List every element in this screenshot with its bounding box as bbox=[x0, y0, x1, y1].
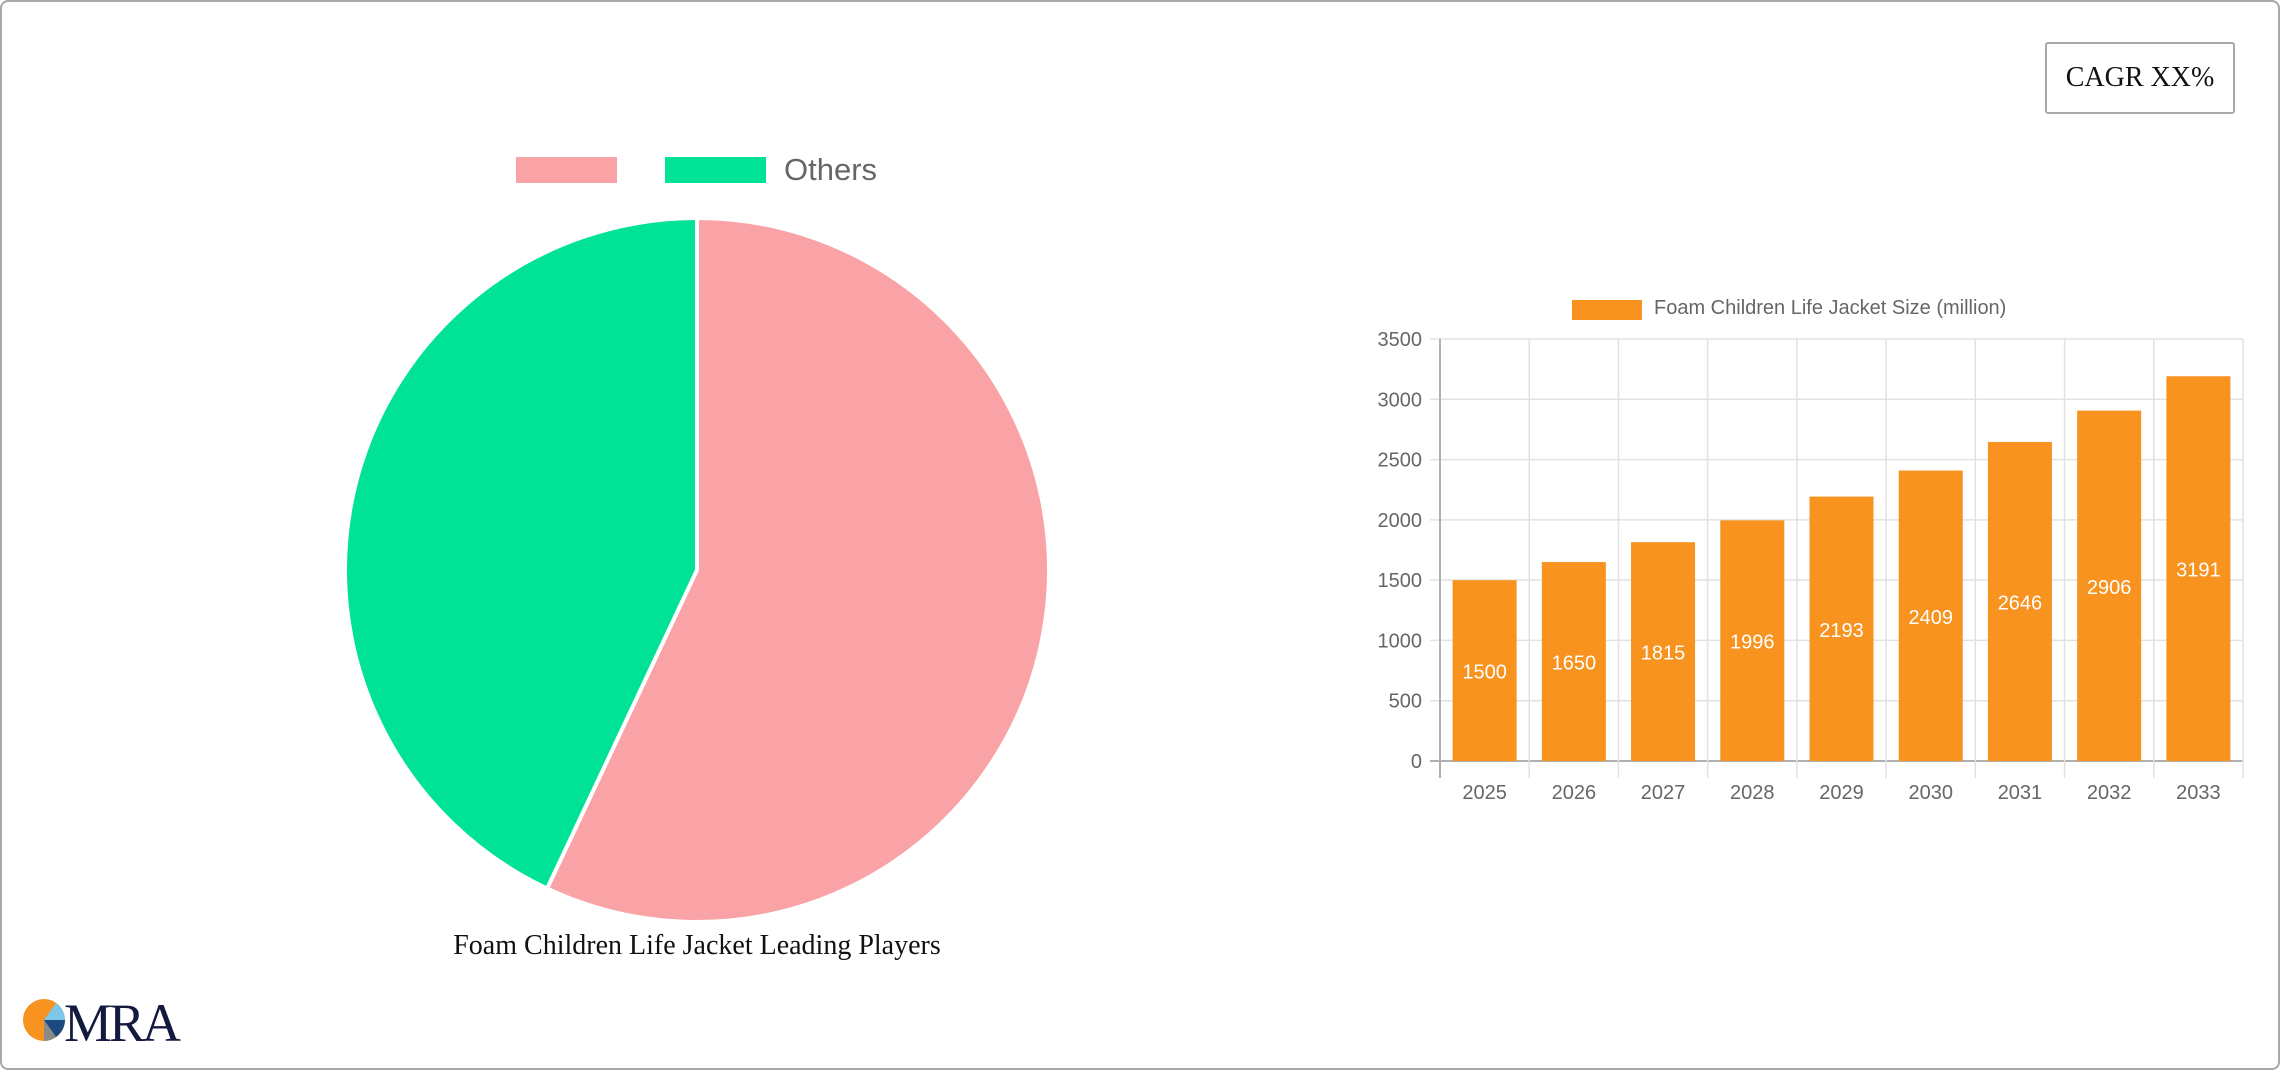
y-tick-label: 0 bbox=[1411, 751, 1422, 773]
pie-slice-others[interactable] bbox=[343, 215, 699, 892]
logo-text: MRA bbox=[64, 993, 181, 1053]
x-tick-label: 2026 bbox=[1552, 782, 1597, 804]
y-tick-label: 1500 bbox=[1378, 570, 1423, 592]
bar-value-label: 1996 bbox=[1730, 632, 1775, 654]
pie-title: Foam Children Life Jacket Leading Player… bbox=[453, 930, 941, 961]
y-tick-label: 1000 bbox=[1378, 630, 1423, 652]
x-tick-label: 2025 bbox=[1462, 782, 1507, 804]
cagr-label: CAGR XX% bbox=[2065, 62, 2215, 93]
pie-slice-player[interactable] bbox=[544, 215, 1051, 924]
bar-2030[interactable] bbox=[1898, 470, 1963, 761]
bar-2031[interactable] bbox=[1987, 441, 2052, 761]
x-tick-label: 2030 bbox=[1908, 782, 1953, 804]
legend-swatch-others[interactable] bbox=[665, 157, 766, 183]
y-tick-label: 2000 bbox=[1378, 510, 1423, 532]
bar-value-label: 2906 bbox=[2087, 577, 2132, 599]
bar-2032[interactable] bbox=[2077, 410, 2142, 761]
logo-pie-icon bbox=[23, 999, 65, 1041]
bar-value-label: 1650 bbox=[1552, 653, 1597, 675]
x-tick-label: 2029 bbox=[1819, 782, 1864, 804]
bar-2025[interactable] bbox=[1452, 580, 1517, 761]
bar-2029[interactable] bbox=[1809, 496, 1874, 761]
bar-value-label: 1500 bbox=[1462, 662, 1507, 684]
y-tick-label: 3000 bbox=[1378, 389, 1423, 411]
bar-value-label: 2409 bbox=[1908, 607, 1953, 629]
bar-2026[interactable] bbox=[1541, 562, 1606, 761]
bar-value-label: 2193 bbox=[1819, 620, 1864, 642]
x-tick-label: 2033 bbox=[2176, 782, 2221, 804]
y-tick-label: 500 bbox=[1389, 691, 1422, 713]
bar-2028[interactable] bbox=[1720, 520, 1785, 761]
bar-value-label: 2646 bbox=[1998, 592, 2043, 614]
bar-legend-swatch[interactable] bbox=[1572, 300, 1642, 320]
bar-value-label: 1815 bbox=[1641, 643, 1686, 665]
y-tick-label: 3500 bbox=[1378, 329, 1423, 351]
y-tick-label: 2500 bbox=[1378, 450, 1423, 472]
bar-value-label: 3191 bbox=[2176, 560, 2221, 582]
x-tick-label: 2028 bbox=[1730, 782, 1775, 804]
x-tick-label: 2027 bbox=[1641, 782, 1686, 804]
bar-2033[interactable] bbox=[2166, 376, 2231, 761]
mra-logo: MRA bbox=[22, 993, 192, 1053]
bar-2027[interactable] bbox=[1631, 542, 1696, 761]
cagr-badge: CAGR XX% bbox=[2045, 42, 2235, 114]
x-tick-label: 2032 bbox=[2087, 782, 2132, 804]
x-tick-label: 2031 bbox=[1998, 782, 2043, 804]
legend-swatch-player[interactable] bbox=[516, 157, 617, 183]
bar-legend-label[interactable]: Foam Children Life Jacket Size (million) bbox=[1654, 297, 2007, 319]
legend-label-others[interactable]: Others bbox=[784, 152, 878, 187]
